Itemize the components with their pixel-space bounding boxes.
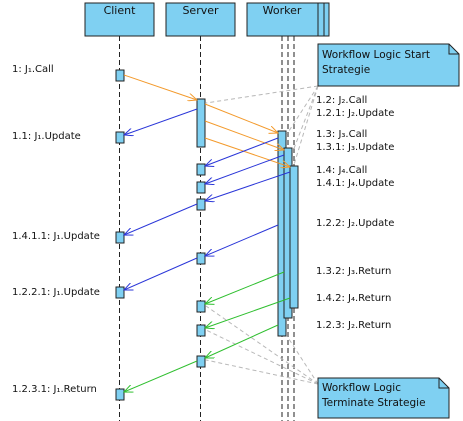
terminate-note-link-1 [205, 305, 319, 385]
start-note-line-1: Workflow Logic Start [322, 49, 430, 61]
label-1-2-2: 1.2.2: J₂.Update [316, 218, 394, 229]
terminate-note-link-3 [205, 359, 319, 385]
arrow-j1-return [124, 360, 198, 392]
start-note-line-2: Strategie [322, 64, 370, 76]
label-1-1: 1.1: J₁.Update [12, 131, 81, 142]
arrow-j3-return [205, 271, 285, 304]
label-1-2-3-1: 1.2.3.1: J₁.Return [12, 384, 97, 395]
label-1-4-2: 1.4.2: J₄.Return [316, 293, 391, 304]
label-1-4: 1.4: J₄.Call [316, 165, 367, 176]
arrow-j2-call [204, 103, 278, 133]
label-1-3-2: 1.3.2: J₃.Return [316, 266, 391, 277]
note-terminate: Workflow Logic Terminate Strategie [317, 377, 450, 419]
label-1-4-1: 1.4.1: J₄.Update [316, 178, 394, 189]
label-1-4-1-1: 1.4.1.1: J₁.Update [12, 231, 100, 242]
note-start: Workflow Logic Start Strategie [317, 43, 460, 87]
client-header-label: Client [104, 4, 137, 17]
worker-header-stack-3 [323, 2, 330, 37]
lifeline-client: Client [84, 2, 155, 421]
arrow-j2-update-1 [205, 137, 279, 166]
update-arrows [124, 108, 291, 290]
client-activation-4[interactable] [115, 286, 125, 299]
client-header-box[interactable] [84, 2, 155, 37]
start-note-link-4 [292, 85, 319, 169]
server-activation-2[interactable] [196, 163, 206, 176]
server-activation-1[interactable] [196, 98, 206, 148]
arrow-j3-update-1 [205, 154, 285, 184]
arrow-j4-return [205, 297, 291, 328]
terminate-note-line-1: Workflow Logic [322, 382, 401, 394]
server-activation-4[interactable] [196, 198, 206, 211]
client-activation-1[interactable] [115, 69, 125, 82]
arrow-j1-update-2 [124, 203, 198, 235]
server-activation-6[interactable] [196, 300, 206, 313]
label-1: 1: J₁.Call [12, 64, 54, 75]
client-activation-2[interactable] [115, 131, 125, 144]
label-1-3: 1.3: J₃.Call [316, 129, 367, 140]
message-labels: 1: J₁.Call 1.1: J₁.Update 1.4.1.1: J₁.Up… [12, 64, 394, 395]
worker-activation-j4[interactable] [289, 165, 299, 309]
arrow-j4-call [204, 137, 290, 167]
arrow-j2-update-2 [205, 224, 279, 256]
client-activation-5[interactable] [115, 388, 125, 401]
start-note-link-2 [286, 85, 319, 135]
terminate-note-line-2: Terminate Strategie [321, 397, 426, 409]
terminate-note-link-4 [286, 335, 319, 385]
note-connectors [205, 85, 319, 385]
server-activation-8[interactable] [196, 355, 206, 368]
arrow-j1-update-3 [124, 257, 198, 290]
label-1-2-2-1: 1.2.2.1: J₁.Update [12, 287, 100, 298]
server-activation-5[interactable] [196, 252, 206, 265]
terminate-note-box[interactable] [317, 377, 450, 419]
terminate-note-link-2 [205, 329, 319, 385]
start-note-link-1 [205, 85, 319, 104]
arrow-j1-update-1 [124, 108, 198, 135]
label-1-2-1: 1.2.1: J₂.Update [316, 108, 394, 119]
call-arrows [123, 74, 290, 167]
server-header-label: Server [182, 4, 219, 17]
arrow-j2-return [205, 324, 279, 358]
server-activation-7[interactable] [196, 324, 206, 337]
start-note-box[interactable] [317, 43, 460, 87]
activations [115, 69, 299, 401]
arrow-j3-call [204, 120, 284, 150]
lifeline-server: Server [165, 2, 236, 421]
return-arrows [124, 271, 291, 392]
client-activation-3[interactable] [115, 231, 125, 244]
arrow-j1-call [123, 74, 197, 100]
server-activation-3[interactable] [196, 181, 206, 194]
terminate-note-fold [438, 378, 449, 389]
worker-header-box[interactable] [246, 2, 319, 37]
worker-header-stack-2 [317, 2, 325, 37]
arrow-j4-update-1 [205, 171, 291, 201]
server-header-box[interactable] [165, 2, 236, 37]
label-1-2: 1.2: J₂.Call [316, 95, 367, 106]
start-note-link-3 [292, 85, 319, 152]
start-note-fold [448, 44, 459, 55]
worker-header-label: Worker [263, 4, 302, 17]
label-1-2-3: 1.2.3: J₂.Return [316, 320, 391, 331]
label-1-3-1: 1.3.1: J₃.Update [316, 142, 394, 153]
